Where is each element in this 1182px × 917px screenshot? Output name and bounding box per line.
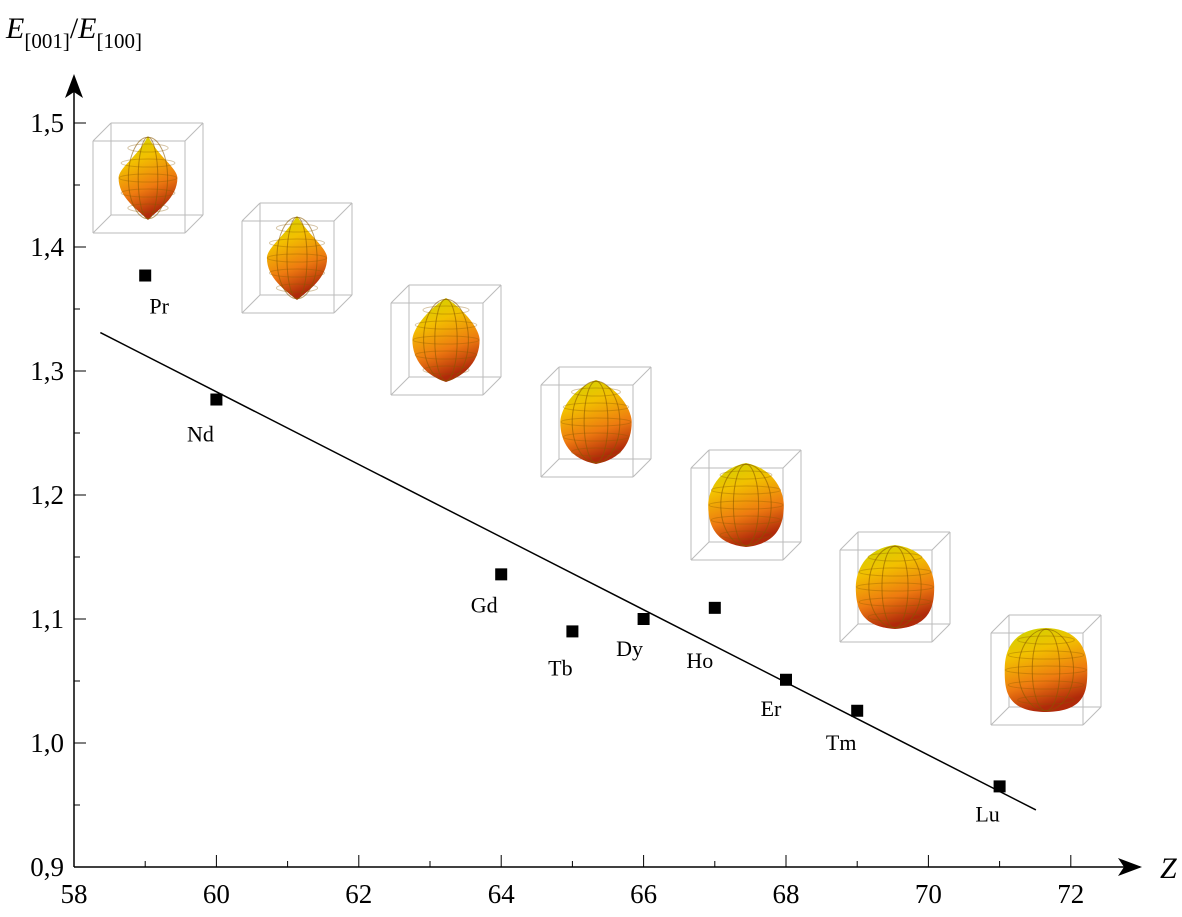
y-tick-label: 1,4 — [30, 232, 64, 262]
point — [851, 705, 863, 717]
point-label: Tm — [826, 730, 857, 755]
y-axis-label: E[001]/E[100] — [5, 12, 142, 53]
x-tick-label: 68 — [773, 879, 800, 909]
cube-edge — [633, 367, 651, 385]
point-label: Dy — [616, 636, 643, 661]
cube-edge — [483, 377, 501, 395]
cube-edge — [483, 285, 501, 303]
cube-edge — [242, 295, 260, 313]
point — [780, 674, 792, 686]
point — [994, 780, 1006, 792]
cube-edge — [391, 377, 409, 395]
cube-edge — [93, 215, 111, 233]
point-label: Tb — [548, 655, 572, 680]
inset — [691, 450, 801, 560]
cube-edge — [93, 123, 111, 141]
cube-edge — [633, 459, 651, 477]
cube-edge — [783, 542, 801, 560]
cube-edge — [691, 542, 709, 560]
y-tick-label: 1,2 — [30, 480, 64, 510]
point — [709, 602, 721, 614]
inset — [541, 367, 651, 477]
y-tick-label: 0,9 — [30, 852, 64, 882]
inset — [93, 123, 203, 233]
surface — [119, 136, 178, 220]
point — [495, 568, 507, 580]
surface — [856, 545, 934, 629]
point-label: Ho — [686, 648, 713, 673]
x-tick-label: 64 — [488, 879, 516, 909]
surface — [560, 380, 631, 464]
cube-edge — [541, 459, 559, 477]
cube-edge — [932, 532, 950, 550]
cube-edge — [991, 707, 1009, 725]
cube-edge — [932, 624, 950, 642]
cube-edge — [1083, 707, 1101, 725]
surface — [708, 463, 784, 547]
cube-edge — [185, 123, 203, 141]
point — [566, 625, 578, 637]
point-label: Er — [761, 696, 782, 721]
cube-edge — [840, 532, 858, 550]
inset — [840, 532, 950, 642]
y-tick-label: 1,0 — [30, 728, 64, 758]
cube-edge — [991, 615, 1009, 633]
point-label: Gd — [471, 592, 498, 617]
cube-edge — [242, 203, 260, 221]
surface — [267, 216, 327, 300]
point — [210, 394, 222, 406]
cube-edge — [691, 450, 709, 468]
chart: E[001]/E[100] Z 58 60 62 64 66 68 70 72 0,9 1,0 1,… — [0, 0, 1182, 917]
cube-edge — [334, 295, 352, 313]
x-axis-label: Z — [1160, 852, 1177, 885]
point — [139, 270, 151, 282]
y-label-part: E — [77, 12, 96, 45]
insets — [93, 123, 1101, 725]
point — [638, 613, 650, 625]
inset — [991, 615, 1101, 725]
cube-edge — [783, 450, 801, 468]
x-tick-label: 60 — [203, 879, 230, 909]
surface — [412, 298, 479, 382]
cube-edge — [185, 215, 203, 233]
point-label: Nd — [187, 422, 214, 447]
cube-edge — [334, 203, 352, 221]
surface — [1005, 628, 1088, 712]
point-label: Pr — [149, 294, 169, 319]
y-label-part: E — [5, 12, 24, 45]
cube-edge — [840, 624, 858, 642]
x-tick-label: 58 — [61, 879, 88, 909]
y-tick-label: 1,5 — [30, 108, 64, 138]
y-tick-label: 1,1 — [30, 604, 64, 634]
y-label-part: [001] — [24, 29, 70, 53]
inset — [242, 203, 352, 313]
y-label-part: [100] — [97, 29, 143, 53]
point-label: Lu — [975, 801, 999, 826]
y-tick-label: 1,3 — [30, 356, 64, 386]
x-tick-label: 70 — [915, 879, 942, 909]
x-tick-label: 72 — [1057, 879, 1084, 909]
x-tick-label: 62 — [345, 879, 372, 909]
x-tick-label: 66 — [630, 879, 657, 909]
inset — [391, 285, 501, 395]
cube-edge — [1083, 615, 1101, 633]
cube-edge — [541, 367, 559, 385]
cube-edge — [391, 285, 409, 303]
